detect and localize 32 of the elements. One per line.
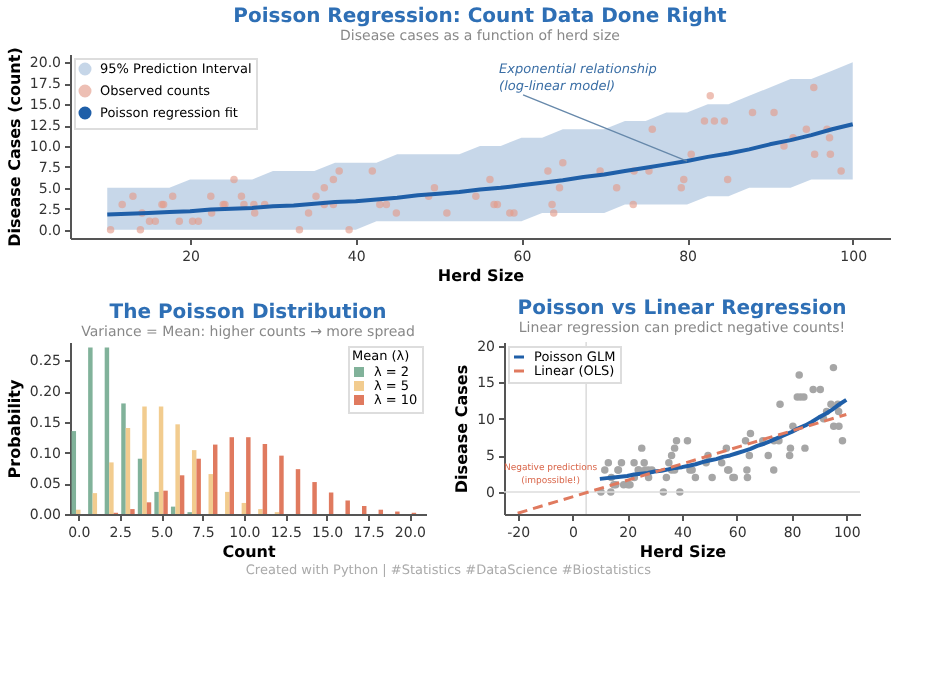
chart-title: Poisson Regression: Count Data Done Right — [233, 6, 728, 29]
bar — [179, 475, 185, 514]
bar — [175, 424, 180, 514]
bar — [241, 502, 247, 514]
y-axis-title: Probability — [5, 378, 24, 479]
bar — [312, 482, 317, 514]
bar — [345, 500, 350, 514]
bar — [163, 490, 168, 514]
bar — [191, 450, 197, 514]
bar — [142, 406, 147, 514]
bar — [246, 437, 251, 514]
line-series — [597, 397, 849, 481]
x-axis-title: Herd Size — [437, 267, 526, 285]
bar — [92, 493, 98, 514]
bar — [121, 403, 126, 514]
x-axis-title: Count — [222, 543, 276, 561]
bar — [154, 491, 159, 514]
chart-title: Poisson vs Linear Regression — [517, 297, 847, 320]
bar — [196, 458, 201, 514]
x-axis-title: Herd Size — [639, 543, 728, 561]
bar — [88, 347, 93, 514]
bar — [146, 502, 152, 514]
y-axis-title: Disease Cases — [453, 364, 472, 494]
bar — [279, 455, 284, 514]
y-axis-title: Disease Cases (count) — [5, 47, 24, 247]
line-series — [105, 122, 855, 217]
chart-title: The Poisson Distribution — [109, 302, 387, 324]
bar — [295, 469, 301, 514]
bar — [125, 428, 131, 514]
bar — [109, 462, 114, 514]
bar — [229, 437, 235, 514]
bar — [225, 491, 230, 514]
